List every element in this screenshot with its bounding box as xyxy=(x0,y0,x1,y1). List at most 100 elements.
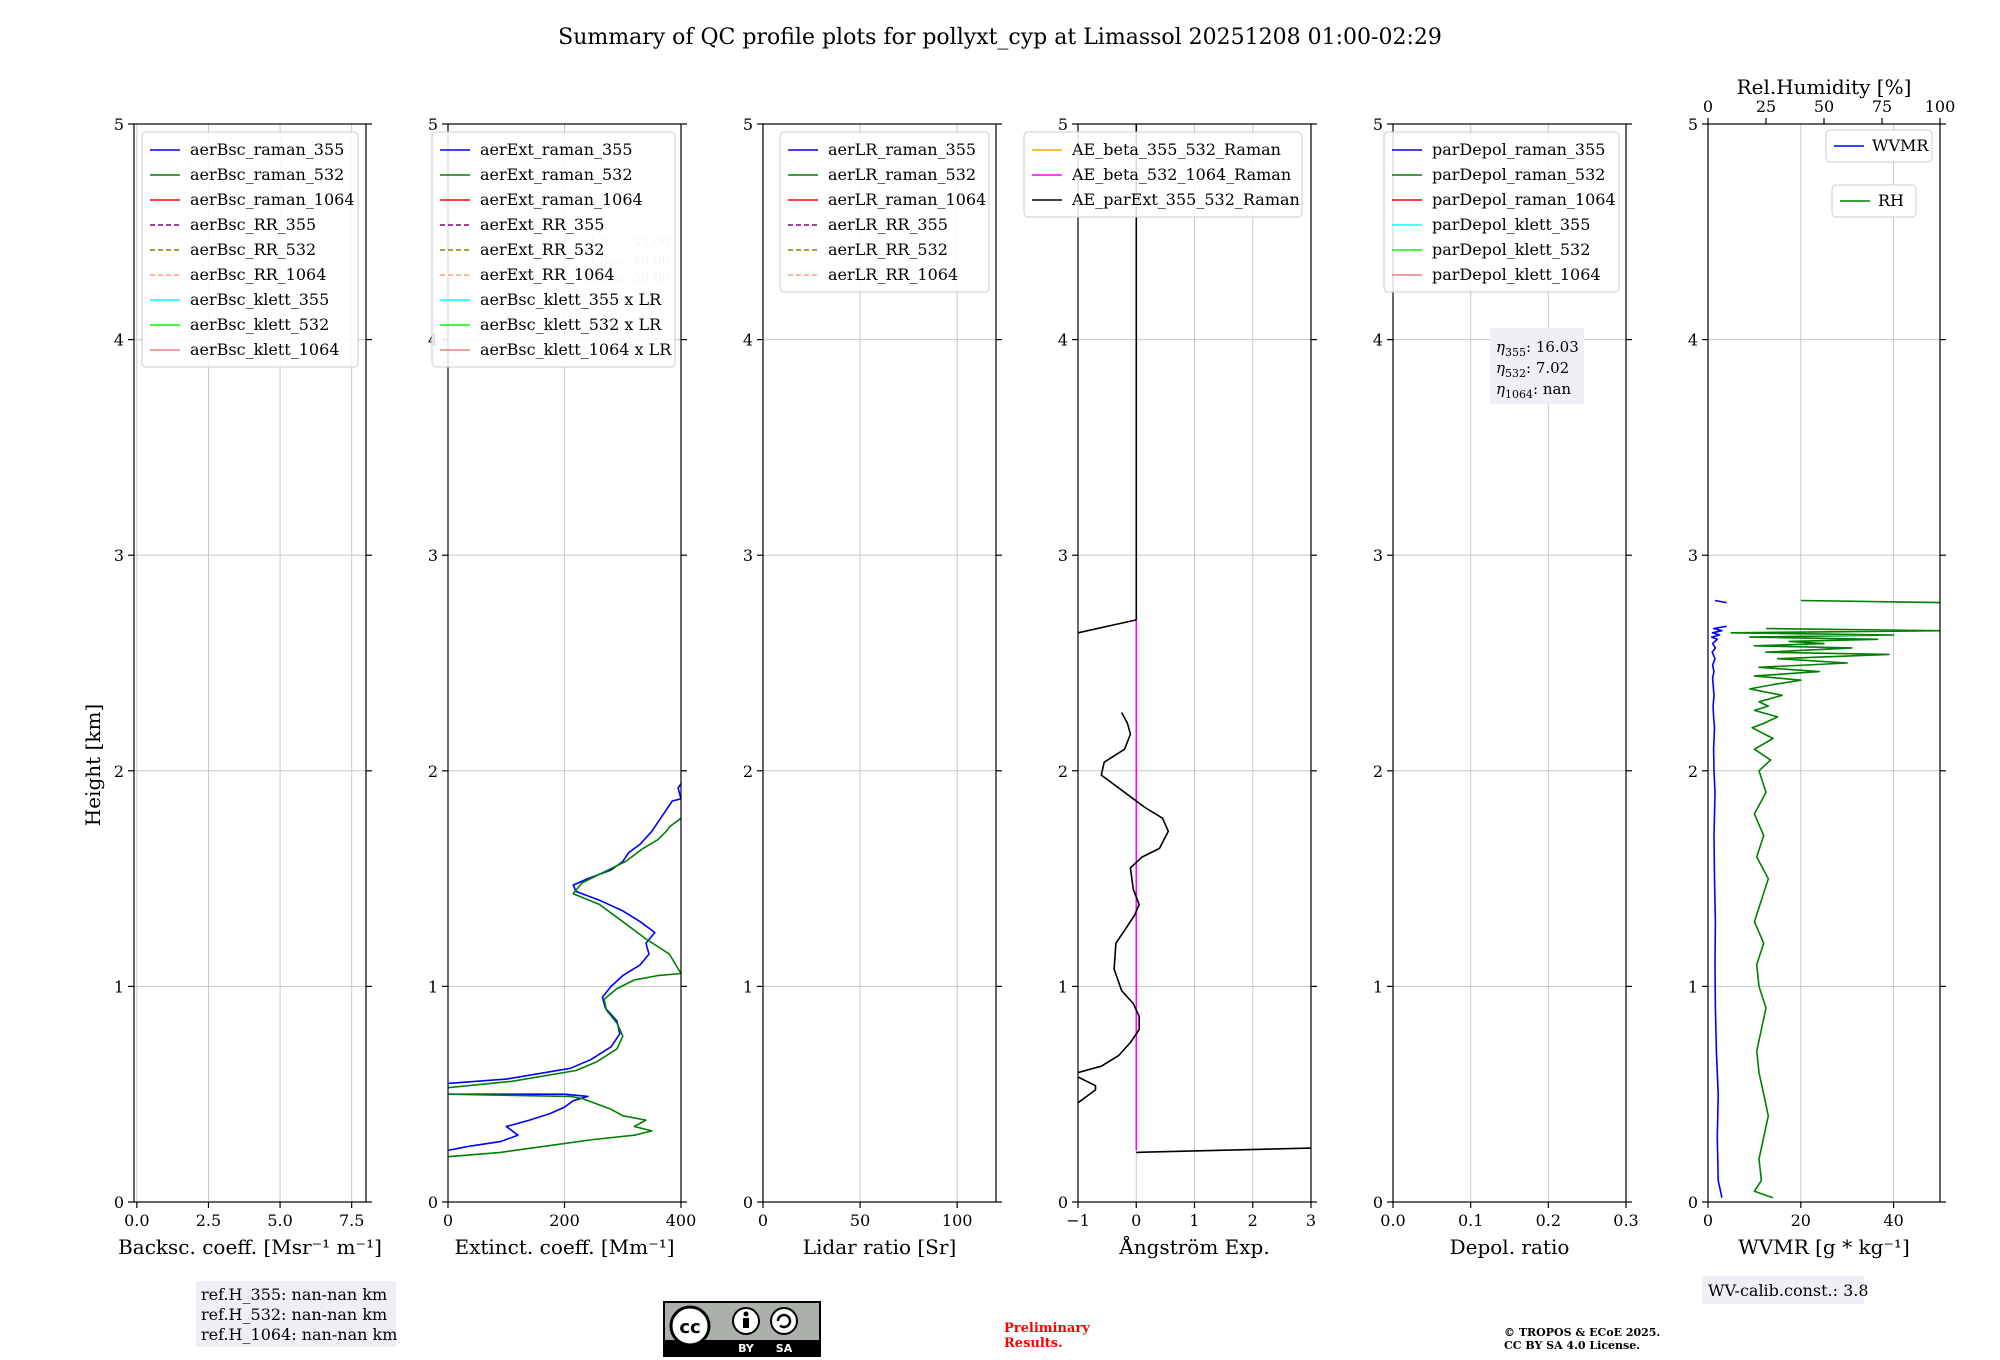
y-tick-label: 2 xyxy=(1058,762,1068,781)
legend-entry-label: aerLR_raman_532 xyxy=(828,165,976,184)
legend-entry-label: aerExt_raman_1064 xyxy=(480,190,643,209)
series-line-RH xyxy=(1730,627,1940,1199)
copyright-label: CC BY SA 4.0 License. xyxy=(1504,1339,1640,1352)
legend-entry-label: aerLR_RR_1064 xyxy=(828,265,958,284)
x-axis-label: Extinct. coeff. [Mm⁻¹] xyxy=(454,1235,674,1259)
x-tick-label: 40 xyxy=(1883,1211,1903,1230)
series-line-RH xyxy=(1800,599,1940,604)
legend-entry-label: AE_beta_532_1064_Raman xyxy=(1071,165,1291,184)
series-line-AE_parExt_355_532_Raman xyxy=(1078,619,1137,634)
axes-frame xyxy=(133,123,367,1203)
x-tick-label: 0 xyxy=(1703,1211,1713,1230)
legend-entry-label: aerExt_RR_532 xyxy=(480,240,604,259)
legend-entry-label: parDepol_raman_355 xyxy=(1432,140,1605,159)
legend-wvmr: WVMR xyxy=(1825,129,1933,163)
eta-symbol: η xyxy=(1496,338,1505,356)
legend-entry-label: aerExt_RR_355 xyxy=(480,215,604,234)
series-line-aerExt_raman_532 xyxy=(448,1093,653,1158)
legend: AE_beta_355_532_Raman AE_beta_532_1064_Ra… xyxy=(1023,131,1303,218)
axes-frame xyxy=(762,123,997,1203)
y-tick-label: 4 xyxy=(1688,331,1698,350)
panel-ext: 0200400012345Extinct. coeff. [Mm⁻¹]LR₃₅₅… xyxy=(428,115,696,1259)
x-top-axis-label: Rel.Humidity [%] xyxy=(1737,75,1912,99)
legend-entry-label: aerBsc_RR_1064 xyxy=(190,265,326,284)
legend: aerLR_raman_355 aerLR_raman_532 aerLR_rama… xyxy=(779,131,990,293)
x-tick-label: 5.0 xyxy=(267,1211,292,1230)
legend-entry-label: parDepol_klett_532 xyxy=(1432,240,1590,259)
y-tick-label: 3 xyxy=(428,546,438,565)
x-top-tick-label: 75 xyxy=(1872,97,1892,116)
eta-box-bg xyxy=(1490,328,1584,404)
share-alike-icon xyxy=(770,1307,798,1335)
y-tick-label: 0 xyxy=(743,1193,753,1212)
y-tick-label: 0 xyxy=(428,1193,438,1212)
x-top-tick-label: 0 xyxy=(1703,97,1713,116)
badge-sa-label: SA xyxy=(776,1342,793,1355)
note-bg xyxy=(1702,1276,1864,1304)
y-tick-label: 4 xyxy=(1373,331,1383,350)
y-tick-label: 3 xyxy=(114,546,124,565)
eta-value: nan xyxy=(1543,380,1572,398)
series-line-AE_parExt_355_532_Raman xyxy=(1078,712,1170,1074)
cc-icon xyxy=(669,1305,711,1347)
series-group xyxy=(1710,599,1940,1199)
series-line-WVMR xyxy=(1714,599,1727,604)
x-axis-label: Ångström Exp. xyxy=(1118,1234,1269,1259)
figure-title: Summary of QC profile plots for pollyxt_… xyxy=(558,25,1442,50)
note-line: ref.H_1064: nan-nan km xyxy=(201,1325,397,1344)
y-tick-label: 4 xyxy=(743,331,753,350)
legend-entry-label: parDepol_klett_1064 xyxy=(1432,265,1601,284)
legend-box xyxy=(779,131,990,293)
series-line-aerExt_raman_355 xyxy=(448,783,681,1085)
x-tick-label: 7.5 xyxy=(339,1211,364,1230)
legend-entry-label: aerLR_RR_355 xyxy=(828,215,948,234)
legend-box xyxy=(141,131,359,368)
series-line-WVMR xyxy=(1710,625,1727,1198)
axes-frame xyxy=(1392,123,1627,1203)
x-tick-label: 100 xyxy=(942,1211,973,1230)
legend-entry-label: aerBsc_raman_1064 xyxy=(190,190,355,209)
legend-box xyxy=(1023,131,1303,218)
series-line-aerExt_raman_532 xyxy=(448,817,681,1089)
panel-bsc: 0.0 2.5 5.0 7.5 0 1 2 3 4 5 Backsc. coeff. [Msr⁻¹ … xyxy=(114,115,397,1347)
y-tick-label: 1 xyxy=(1373,977,1383,996)
legend-entry-label: aerExt_raman_355 xyxy=(480,140,633,159)
x-tick-label: 0 xyxy=(1131,1211,1141,1230)
legend-entry-label: WVMR xyxy=(1872,136,1929,155)
x-tick-label: 200 xyxy=(549,1211,580,1230)
eta-line: η1064: nan xyxy=(1496,380,1571,401)
eta-subscript: 355 xyxy=(1505,346,1526,359)
x-tick-label: 0.1 xyxy=(1458,1211,1483,1230)
eta-line: η532: 7.02 xyxy=(1496,359,1569,380)
series-line-AE_parExt_355_532_Raman xyxy=(1136,1147,1311,1154)
eta-separator: : xyxy=(1526,359,1536,377)
y-tick-label: 5 xyxy=(114,115,124,134)
legend-entry-label: aerLR_raman_355 xyxy=(828,140,976,159)
attribution-body xyxy=(743,1318,749,1328)
eta-separator: : xyxy=(1533,380,1543,398)
legend-entry-label: aerBsc_raman_532 xyxy=(190,165,344,184)
legend-box xyxy=(1831,184,1917,218)
y-tick-label: 0 xyxy=(1373,1193,1383,1212)
x-tick-label: 0.0 xyxy=(1380,1211,1405,1230)
x-axis-label: Lidar ratio [Sr] xyxy=(803,1235,957,1259)
x-tick-label: 0.2 xyxy=(1536,1211,1561,1230)
legend-entry-label: aerExt_RR_1064 xyxy=(480,265,615,284)
x-axis-label: WVMR [g * kg⁻¹] xyxy=(1738,1235,1910,1259)
x-tick-label: 2 xyxy=(1248,1211,1258,1230)
share-alike-arrow xyxy=(776,1313,792,1329)
y-tick-label: 5 xyxy=(743,115,753,134)
legend-entry-label: parDepol_klett_355 xyxy=(1432,215,1590,234)
note-line: ref.H_532: nan-nan km xyxy=(201,1305,387,1324)
x-top-tick-label: 25 xyxy=(1756,97,1776,116)
panels: 0.0 2.5 5.0 7.5 0 1 2 3 4 5 Backsc. coeff. [Msr⁻¹ … xyxy=(114,75,1955,1347)
y-tick-label: 5 xyxy=(1688,115,1698,134)
axes-frame xyxy=(1707,123,1941,1203)
series-group xyxy=(448,783,681,1158)
x-tick-label: −1 xyxy=(1066,1211,1090,1230)
eta-line: η355: 16.03 xyxy=(1496,338,1579,359)
